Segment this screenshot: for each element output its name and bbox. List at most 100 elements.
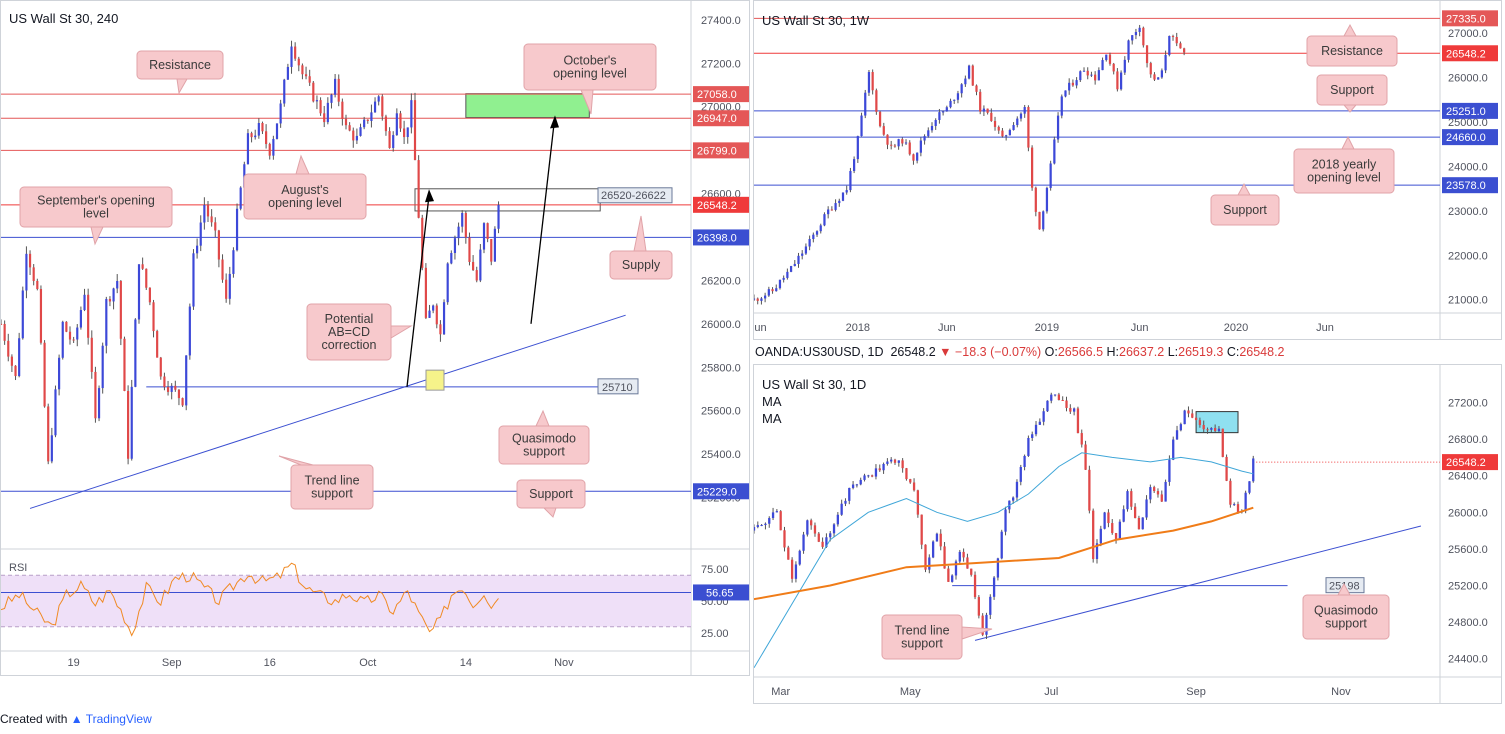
level-support-tag [1442, 129, 1498, 146]
candle-4h-candle [279, 103, 282, 124]
candle-weekly-candle [1142, 27, 1145, 46]
candle-4h-candle [97, 388, 101, 419]
candle-weekly-candle [1097, 70, 1100, 81]
candle-4h-candle [203, 204, 206, 223]
annotation-support-box [516, 479, 586, 509]
level-price-tag-label: 26548.2 [1446, 48, 1486, 60]
chart-4h-svg[interactable]: 25200.025400.025600.025800.026000.026200… [1, 1, 749, 675]
chart-weekly-panel[interactable]: US Wall St 30, 1W 21000.0 22000.0 23000.0 2… [753, 0, 1502, 340]
candle-weekly-candle [975, 85, 978, 92]
candle-daily-candle [821, 541, 824, 547]
footer-brand[interactable]: TradingView [85, 712, 152, 726]
candle-daily-candle [832, 524, 836, 534]
candle-4h-candle [301, 65, 304, 75]
candle-weekly-candle [871, 72, 874, 91]
chart-4h-panel[interactable]: US Wall St 30, 240 25200.025400.025600.0… [0, 0, 750, 676]
candle-weekly-candle [860, 115, 863, 137]
down-arrow-icon: ▼ [939, 345, 952, 359]
candle-weekly-candle [853, 159, 856, 172]
level-resistance-tag [693, 110, 749, 127]
candle-weekly-candle [1168, 36, 1171, 55]
annotation-quasimodo-text: Quasimodo [1314, 604, 1378, 618]
chart-daily-panel[interactable]: US Wall St 30, 1D MA MA 24400.0 24800.0 25… [753, 364, 1502, 704]
candle-4h-candle [94, 371, 97, 419]
candle-4h-candle [265, 131, 268, 145]
candle-4h-candle [192, 253, 195, 307]
candle-daily-candle [1031, 434, 1034, 438]
candle-weekly-candle [923, 136, 926, 141]
candle-daily-candle [1023, 455, 1026, 467]
candle-daily-candle [1206, 429, 1209, 431]
candle-4h-candle [479, 249, 482, 281]
candle-4h-candle [493, 228, 496, 262]
candle-4h-candle [79, 310, 82, 328]
annotation-september-pointer [90, 226, 104, 246]
annotation-august-text: August's [281, 183, 329, 197]
candle-weekly-candle [916, 152, 919, 161]
candle-4h-candle [442, 302, 446, 335]
candle-4h-candle [65, 321, 68, 332]
candle-daily-candle [1122, 509, 1125, 522]
candle-weekly-candle [1175, 37, 1178, 44]
candle-daily-candle [1012, 497, 1015, 501]
annotation-abcd-pointer [390, 325, 413, 339]
candle-daily-candle [1183, 410, 1186, 425]
candle-weekly-candle [1030, 147, 1034, 188]
quasimodo-label-box [597, 378, 639, 395]
annotation-quasimodo-pointer [535, 409, 550, 427]
annotation-yearly-pointer [1341, 135, 1355, 150]
candle-daily-candle [890, 459, 893, 462]
candle-daily-candle [1141, 517, 1144, 530]
candle-weekly-candle [1145, 45, 1149, 64]
chart-daily-svg[interactable]: 24400.0 24800.0 25200.0 25600.0 26000.0 26400… [754, 365, 1501, 703]
y-tick-label: 26000.0 [1448, 73, 1488, 85]
ab-arrow-head [425, 189, 434, 203]
candle-4h-candle [152, 302, 155, 332]
candle-weekly-candle [893, 145, 897, 147]
annotation-resistance-text: Resistance [1321, 44, 1383, 58]
candle-weekly-candle [982, 108, 986, 112]
candle-daily-candle [1229, 480, 1232, 505]
candle-weekly-candle [1008, 130, 1011, 136]
candle-weekly-candle [1131, 35, 1134, 41]
candle-weekly-candle [841, 192, 845, 201]
zone-october-zone [465, 93, 590, 119]
candle-weekly-candle [1183, 48, 1186, 53]
candle-4h-candle [326, 102, 329, 123]
candle-daily-candle [1027, 437, 1030, 456]
candle-daily-candle [1194, 417, 1198, 421]
candle-daily-candle [954, 561, 958, 576]
chart-weekly-title: US Wall St 30, 1W [762, 13, 870, 28]
annotation-september-text: September's opening [37, 194, 155, 208]
candle-daily-candle [1137, 517, 1141, 530]
candle-4h-candle [482, 223, 486, 250]
y-tick-label: 26000.0 [1448, 507, 1488, 519]
candle-weekly-candle [882, 126, 885, 135]
candle-4h-candle [90, 337, 93, 372]
candle-daily-candle [790, 559, 794, 579]
candle-weekly-candle [819, 225, 822, 232]
candle-4h-candle [130, 386, 133, 459]
candle-4h-candle [446, 263, 449, 303]
candle-weekly-candle [808, 239, 811, 247]
candle-daily-candle [1050, 394, 1053, 401]
rsi-value-label: 56.65 [706, 587, 734, 599]
candle-daily-candle [1187, 410, 1190, 414]
candle-4h-candle [58, 357, 61, 390]
chart-weekly-svg[interactable]: 21000.0 22000.0 23000.0 24000.0 25000.0 26000… [754, 1, 1501, 339]
candle-4h-candle [210, 216, 213, 223]
candle-4h-candle [457, 226, 460, 239]
candle-4h-candle [421, 217, 424, 268]
candle-weekly-candle [754, 298, 756, 300]
candle-daily-candle [1202, 424, 1205, 430]
candle-4h-candle [221, 259, 224, 280]
candle-4h-candle [199, 222, 202, 246]
candle-weekly-candle [1071, 82, 1075, 86]
candle-daily-candle [1198, 420, 1202, 425]
candle-daily-candle [1191, 413, 1194, 418]
candle-weekly-candle [804, 246, 808, 254]
candle-4h-candle [497, 204, 500, 229]
candle-4h-candle [163, 376, 166, 387]
candle-4h-candle [177, 389, 181, 399]
ma-orange [754, 506, 1254, 601]
